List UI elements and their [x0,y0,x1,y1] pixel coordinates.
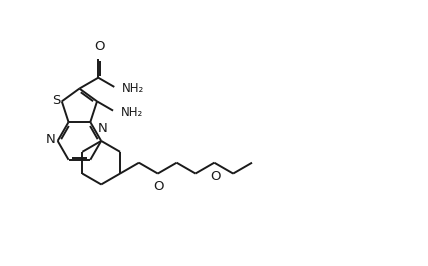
Text: O: O [94,40,104,53]
Text: O: O [154,181,164,193]
Text: N: N [46,134,56,146]
Text: NH₂: NH₂ [121,106,143,119]
Text: N: N [97,122,107,135]
Text: O: O [210,170,220,183]
Text: NH₂: NH₂ [122,82,145,95]
Text: S: S [52,94,60,107]
